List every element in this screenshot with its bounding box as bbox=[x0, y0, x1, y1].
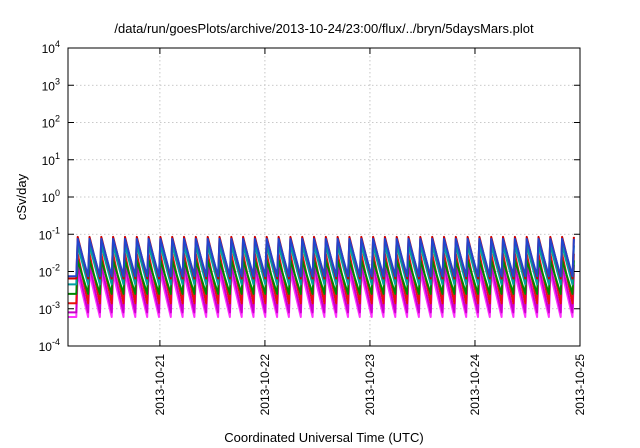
series-line bbox=[68, 237, 575, 278]
x-axis-label: Coordinated Universal Time (UTC) bbox=[224, 430, 423, 445]
y-tick-label: 101 bbox=[42, 151, 60, 168]
y-axis: 10-4 10-3 10-2 10-1 100 101 102 103 104 bbox=[39, 39, 580, 354]
x-tick-label: 2013-10-23 bbox=[363, 354, 377, 416]
y-tick-label: 10-2 bbox=[39, 263, 60, 280]
chart-title: /data/run/goesPlots/archive/2013-10-24/2… bbox=[114, 21, 534, 36]
y-tick-label: 10-4 bbox=[39, 337, 60, 354]
y-tick-label: 103 bbox=[42, 76, 60, 93]
x-axis: 2013-10-21 2013-10-22 2013-10-23 2013-10-24… bbox=[153, 48, 587, 415]
y-tick-label: 104 bbox=[42, 39, 60, 56]
x-tick-label: 2013-10-22 bbox=[258, 354, 272, 416]
x-tick-label: 2013-10-25 bbox=[573, 354, 587, 416]
y-tick-label: 102 bbox=[42, 114, 60, 131]
y-tick-label: 10-1 bbox=[39, 225, 60, 242]
y-tick-label: 100 bbox=[42, 188, 60, 205]
y-axis-label: cSv/day bbox=[14, 173, 29, 220]
x-tick-label: 2013-10-24 bbox=[468, 354, 482, 416]
x-tick-label: 2013-10-21 bbox=[153, 354, 167, 416]
y-tick-label: 10-3 bbox=[39, 300, 60, 317]
series-group bbox=[68, 235, 575, 318]
